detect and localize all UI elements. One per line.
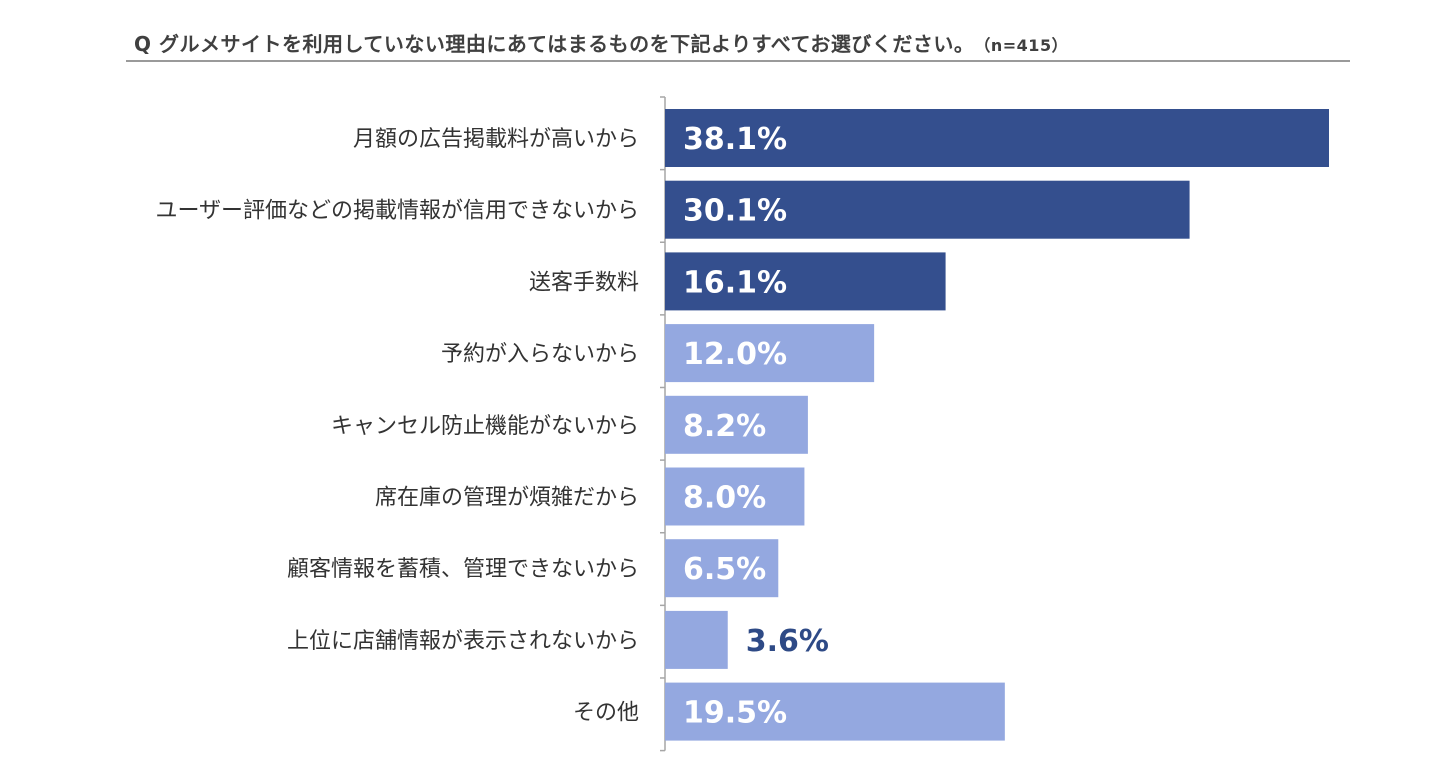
bar xyxy=(665,682,1005,741)
bar xyxy=(665,610,728,669)
bar xyxy=(665,324,875,383)
value-label: 19.5% xyxy=(683,696,787,731)
category-label: 席在庫の管理が煩雑だから xyxy=(375,486,639,511)
category-label: 上位に店舗情報が表示されないから xyxy=(287,629,639,654)
value-label: 30.1% xyxy=(683,194,787,229)
value-label: 6.5% xyxy=(683,552,766,587)
category-label: 顧客情報を蓄積、管理できないから xyxy=(287,557,639,582)
category-label: キャンセル防止機能がないから xyxy=(331,414,639,439)
bar xyxy=(665,109,1329,167)
bar xyxy=(665,252,946,311)
value-label: 38.1% xyxy=(683,122,787,157)
chart-title: Q グルメサイトを利用していない理由にあてはまるものを下記よりすべてお選びくださ… xyxy=(126,30,1350,62)
value-label: 8.2% xyxy=(683,409,766,444)
bar xyxy=(665,539,779,598)
category-label: 予約が入らないから xyxy=(441,342,639,367)
value-label: 12.0% xyxy=(683,337,787,372)
bar xyxy=(665,395,808,454)
category-label: その他 xyxy=(573,701,639,726)
category-label: ユーザー評価などの掲載情報が信用できないから xyxy=(155,199,639,224)
value-label: 16.1% xyxy=(683,265,787,300)
bar xyxy=(665,467,805,526)
category-label: 月額の広告掲載料が高いから xyxy=(353,127,639,152)
value-label: 3.6% xyxy=(746,624,829,659)
category-label: 送客手数料 xyxy=(529,270,639,295)
title-text: Q グルメサイトを利用していない理由にあてはまるものを下記よりすべてお選びくださ… xyxy=(134,32,975,56)
bar xyxy=(665,180,1190,239)
sample-size: （n=415） xyxy=(982,36,1069,55)
value-label: 8.0% xyxy=(683,481,766,516)
